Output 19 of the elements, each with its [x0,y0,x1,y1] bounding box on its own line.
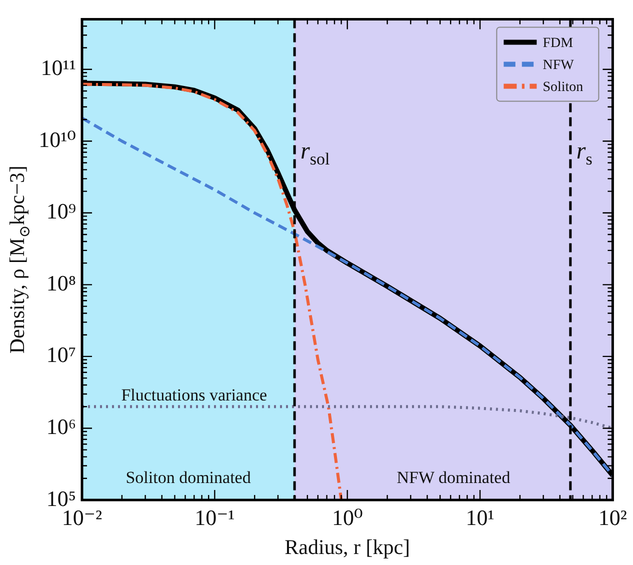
band-label: NFW dominated [396,468,511,487]
y-tick-label: 10¹¹ [40,55,76,80]
band-label: Soliton dominated [126,468,252,487]
y-tick-label: 10¹⁰ [38,126,76,152]
x-tick-label: 10¹ [466,504,494,530]
y-tick-label: 10⁸ [46,270,76,296]
legend-label: NFW [542,58,575,74]
y-tick-label: 10⁶ [46,414,76,440]
y-axis-title: Density, ρ [M⊙kpc−3] [5,166,34,354]
y-tick-label: 10⁷ [46,342,76,368]
y-tick-label: 10⁹ [46,198,76,224]
y-tick-label: 10⁵ [46,486,76,511]
legend-label: FDM [542,36,574,52]
legend-label: Soliton [542,80,584,96]
annotation: Fluctuations variance [121,386,268,405]
x-axis-title: Radius, r [kpc] [284,535,410,559]
x-tick-label: 10² [598,504,628,530]
x-tick-label: 10⁰ [332,504,363,530]
x-tick-label: 10⁻¹ [194,504,235,530]
